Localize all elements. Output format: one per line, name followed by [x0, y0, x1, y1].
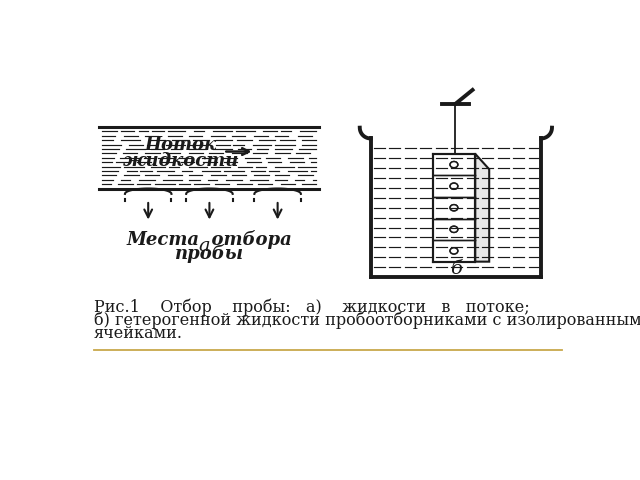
- Ellipse shape: [450, 204, 458, 211]
- Ellipse shape: [450, 248, 458, 254]
- Ellipse shape: [450, 204, 458, 211]
- Text: а: а: [198, 237, 210, 255]
- Text: б: б: [450, 260, 462, 278]
- Ellipse shape: [450, 248, 458, 254]
- Text: ячейками.: ячейками.: [94, 325, 183, 342]
- Text: жидкости: жидкости: [123, 152, 239, 170]
- Ellipse shape: [450, 162, 458, 168]
- Text: Рис.1    Отбор    пробы:   а)    жидкости   в   потоке;: Рис.1 Отбор пробы: а) жидкости в потоке;: [94, 299, 530, 316]
- Text: Поток: Поток: [145, 136, 217, 155]
- Text: пробы: пробы: [175, 244, 244, 263]
- Ellipse shape: [450, 226, 458, 232]
- Ellipse shape: [450, 226, 458, 232]
- Ellipse shape: [450, 183, 458, 189]
- Ellipse shape: [450, 183, 458, 189]
- Text: Места  отбора: Места отбора: [127, 230, 292, 249]
- Ellipse shape: [450, 162, 458, 168]
- Text: б) гетерогенной жидкости пробоотборниками с изолированными: б) гетерогенной жидкости пробоотборникам…: [94, 312, 640, 329]
- Polygon shape: [476, 154, 489, 262]
- Bar: [433, 154, 476, 262]
